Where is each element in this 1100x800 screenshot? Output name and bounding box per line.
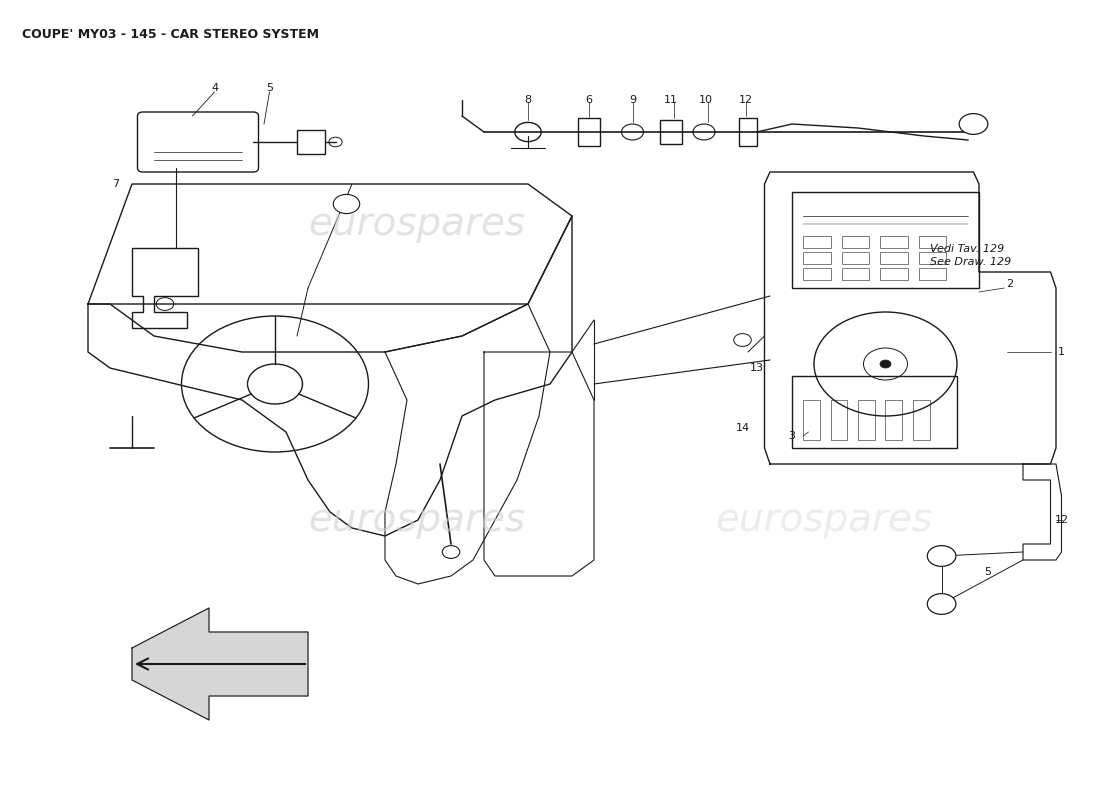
- Bar: [739, 118, 757, 146]
- Bar: [880, 252, 907, 264]
- Text: 11: 11: [664, 95, 678, 105]
- Text: 4: 4: [211, 83, 218, 93]
- Text: eurospares: eurospares: [308, 501, 525, 539]
- Text: Vedi Tav. 129
See Draw. 129: Vedi Tav. 129 See Draw. 129: [930, 244, 1011, 267]
- Text: B: B: [344, 199, 349, 209]
- Bar: [660, 120, 682, 144]
- Circle shape: [927, 594, 956, 614]
- Text: 5: 5: [266, 83, 273, 93]
- Text: eurospares: eurospares: [308, 205, 525, 243]
- Text: 12: 12: [739, 95, 752, 105]
- Bar: [803, 236, 830, 248]
- Text: 10: 10: [700, 95, 713, 105]
- Text: 1: 1: [1058, 347, 1065, 357]
- Bar: [842, 236, 869, 248]
- Bar: [578, 118, 600, 146]
- Text: 6: 6: [585, 95, 592, 105]
- Circle shape: [333, 194, 360, 214]
- Text: 7: 7: [112, 179, 119, 189]
- Text: eurospares: eurospares: [715, 501, 932, 539]
- Text: A: A: [939, 599, 944, 609]
- Text: 2: 2: [1006, 279, 1013, 289]
- Circle shape: [927, 546, 956, 566]
- Bar: [803, 252, 830, 264]
- Text: A: A: [971, 119, 976, 129]
- Bar: [918, 236, 946, 248]
- Text: 14: 14: [736, 423, 749, 433]
- Circle shape: [959, 114, 988, 134]
- Bar: [880, 236, 907, 248]
- Bar: [803, 268, 830, 280]
- Text: 3: 3: [789, 431, 795, 441]
- Bar: [830, 400, 847, 440]
- Bar: [842, 252, 869, 264]
- Text: B: B: [939, 551, 944, 561]
- Bar: [886, 400, 902, 440]
- Circle shape: [880, 360, 891, 368]
- Text: 13: 13: [750, 363, 763, 373]
- Bar: [803, 400, 820, 440]
- Bar: [918, 268, 946, 280]
- Text: 12: 12: [1055, 515, 1068, 525]
- Bar: [858, 400, 874, 440]
- Text: 5: 5: [984, 567, 991, 577]
- Bar: [880, 268, 907, 280]
- Text: 9: 9: [629, 95, 636, 105]
- Bar: [842, 268, 869, 280]
- Polygon shape: [132, 608, 308, 720]
- Bar: [913, 400, 930, 440]
- Text: COUPE' MY03 - 145 - CAR STEREO SYSTEM: COUPE' MY03 - 145 - CAR STEREO SYSTEM: [22, 28, 319, 41]
- Bar: [918, 252, 946, 264]
- Text: 8: 8: [525, 95, 531, 105]
